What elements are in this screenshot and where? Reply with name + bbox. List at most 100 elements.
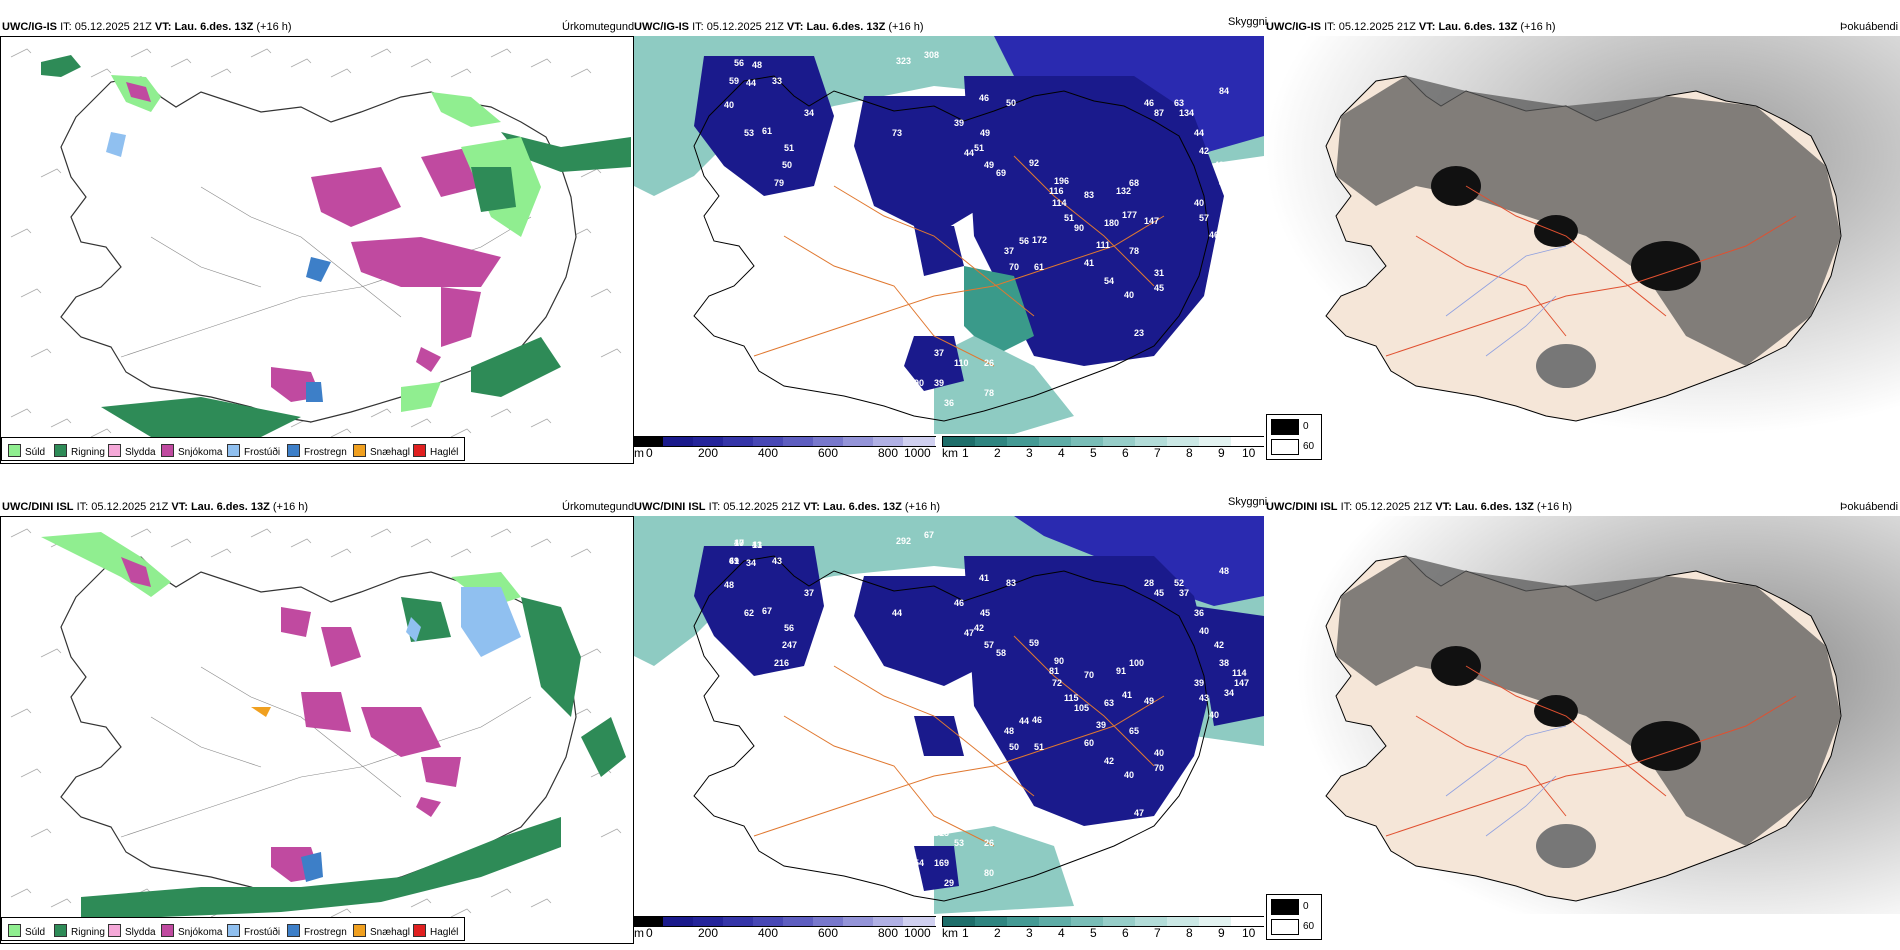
cloud-base-value-label: 45 [980, 608, 990, 618]
cloud-base-value-label: 47 [964, 628, 974, 638]
cloud-base-value-label: 47 [1134, 808, 1144, 818]
cloud-base-value-label: 58 [996, 648, 1006, 658]
tick-label: 0 [646, 446, 653, 460]
cloud-base-value-label: 83 [1084, 190, 1094, 200]
rivers [1445, 725, 1567, 837]
cloud-base-value-label: 80 [984, 868, 994, 878]
tick-label: 9 [1218, 926, 1225, 940]
tick-label: 3 [1026, 446, 1033, 460]
roads [1385, 185, 1797, 357]
cloud-base-value-label: 42 [1214, 640, 1224, 650]
row2: UWC/DINI ISL IT: 05.12.2025 21Z VT: Lau.… [0, 492, 1900, 944]
cloud-base-value-label: 54 [1104, 276, 1114, 286]
cloud-base-value-label: 38 [1219, 658, 1229, 668]
cloud-base-value-label: 216 [774, 658, 789, 668]
cloud-base-value-label: 292 [896, 536, 911, 546]
cloud-base-unit: m [634, 926, 644, 940]
cloud-base-value-label: 43 [1199, 693, 1209, 703]
tick-label: 800 [878, 446, 899, 460]
cloud-base-value-label: 41 [979, 573, 989, 583]
fog-swatch [1271, 419, 1299, 435]
cloud-base-value-label: 41 [1084, 258, 1094, 268]
cloud-base-value-label: 110 [954, 358, 969, 368]
tick-label: 8 [1186, 926, 1193, 940]
tick-label: 1 [962, 446, 969, 460]
legend-swatch [287, 924, 300, 937]
legend-item: Slydda [108, 444, 156, 458]
legend-item: Snæhagl [353, 444, 410, 458]
cloud-base-value-label: 46 [1032, 715, 1042, 725]
cloud-base-value-label: 63 [1104, 698, 1114, 708]
cloud-base-value-label: 34 [1224, 688, 1234, 698]
precip-legend: Súld Rigning Slydda Snjókoma Frostúði Fr… [1, 917, 465, 941]
legend-swatch [413, 924, 426, 937]
cloud-base-value-label: 38 [1234, 198, 1244, 208]
tick-label: 9 [1218, 446, 1225, 460]
cloud-base-value-label: 40 [1124, 770, 1134, 780]
cloud-base-value-label: 114 [1232, 668, 1247, 678]
cloud-base-value-label: 73 [892, 128, 902, 138]
wind-barbs [10, 528, 622, 918]
cloud-base-value-label: 44 [892, 608, 902, 618]
precip-legend: Súld Rigning Slydda Snjókoma Frostúði Fr… [1, 437, 465, 461]
cloud-base-value-label: 36 [1194, 608, 1204, 618]
cloud-base-value-label: 169 [934, 858, 949, 868]
precip-panel-title: Úrkomutegund [562, 501, 635, 513]
legend-swatch [108, 444, 121, 457]
cloud-panel-title: Skyggni [1228, 496, 1268, 508]
cloud-base-value-label: 28 [1144, 578, 1154, 588]
fog-legend-label: 60 [1303, 441, 1315, 452]
cloud-base-value-label: 40 [1219, 178, 1229, 188]
cloud-base-value-label: 81 [1049, 666, 1059, 676]
precip-type-map: Súld Rigning Slydda Snjókoma Frostúði Fr… [0, 36, 634, 464]
cloud-base-value-label: 323 [896, 56, 911, 66]
fog-panel-title: Þokuábendi [1840, 21, 1899, 33]
cloud-base-value-label: 39 [934, 378, 944, 388]
cloud-base-value-label: 60 [1084, 738, 1094, 748]
legend-swatch [353, 924, 366, 937]
cloud-base-value-label: 56 [784, 623, 794, 633]
tick-label: 4 [1058, 446, 1065, 460]
cloud-base-value-label: 39 [1194, 678, 1204, 688]
cloud-base-value-label: 40 [1124, 290, 1134, 300]
cloud-base-value-label: 13 [752, 540, 762, 550]
cloud-visibility-map: 56 48 59 44 33 40 34 53 61 51 50 79 323 308 73 39 46 50 49… [634, 36, 1264, 434]
cloud-base-value-label: 47 [734, 538, 744, 548]
legend-swatch [8, 924, 21, 937]
cloud-base-value-label: 44 [1194, 128, 1204, 138]
cloud-base-value-label: 61 [762, 126, 772, 136]
cloud-base-value-label: 48 [1004, 726, 1014, 736]
tick-label: 7 [1154, 926, 1161, 940]
header-precip: UWC/IG-IS IT: 05.12.2025 21Z VT: Lau. 6.… [2, 21, 292, 33]
cloud-base-value-label: 41 [752, 540, 762, 550]
cloud-base-value-label: 51 [974, 143, 984, 153]
cloud-base-value-label: 48 [1219, 566, 1229, 576]
tick-label: 1000 [904, 926, 931, 940]
legend-item: Snæhagl [353, 924, 410, 938]
cloud-base-colorbar: m 0 200 400 600 800 1000 [634, 436, 936, 460]
cloud-base-value-label: 68 [1129, 178, 1139, 188]
fog-map-svg [1266, 516, 1900, 914]
fog-legend: 0 60 [1266, 894, 1322, 940]
legend-item: Súld [8, 444, 45, 458]
cloud-base-value-label: 40 [1154, 748, 1164, 758]
legend-swatch [108, 924, 121, 937]
visibility-unit: km [942, 446, 958, 460]
tick-label: 7 [1154, 446, 1161, 460]
legend-item: Haglél [413, 924, 458, 938]
cloud-base-value-label: 40 [1199, 626, 1209, 636]
tick-label: 200 [698, 926, 719, 940]
tick-label: 3 [1026, 926, 1033, 940]
cloud-base-value-label: 40 [1194, 198, 1204, 208]
cloud-base-value-label: 70 [1084, 670, 1094, 680]
cloud-base-value-label: 46 [1209, 230, 1219, 240]
cloud-base-value-label: 61 [1034, 262, 1044, 272]
cloud-base-value-label: 10 [734, 538, 744, 548]
tick-label: 200 [698, 446, 719, 460]
precip-map-svg [1, 37, 633, 463]
cloud-base-value-label: 44 [1019, 716, 1029, 726]
cloud-base-value-label: 100 [1129, 658, 1144, 668]
visibility-colorbar: km 1 2 3 4 5 6 7 8 9 10 [942, 436, 1264, 460]
cloud-base-value-label: 26 [984, 358, 994, 368]
cloud-visibility-map: 47 41 41 34 43 48 37 62 67 56 247 216 292 67 44 46 41 83 4… [634, 516, 1264, 914]
